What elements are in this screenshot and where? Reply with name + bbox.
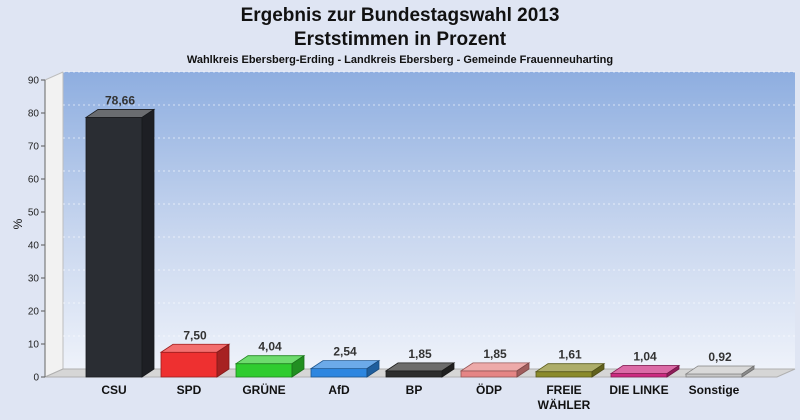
x-tick-label: GRÜNE	[242, 382, 285, 397]
data-label: 7,50	[183, 328, 207, 342]
x-tick-label: FREIE	[546, 383, 581, 397]
y-tick-label: 10	[28, 340, 40, 351]
bar-bp	[385, 370, 443, 378]
y-tick-label: 80	[28, 109, 40, 120]
chart-subtitle: Wahlkreis Ebersberg-Erding - Landkreis E…	[186, 54, 614, 66]
plot-background	[63, 72, 795, 369]
bar-ödp	[460, 370, 518, 378]
x-tick-label: WÄHLER	[538, 397, 591, 412]
bar-side	[666, 364, 680, 378]
bar-side	[291, 354, 305, 378]
bar-grüne	[235, 363, 293, 378]
bar-die-linke	[610, 373, 668, 378]
bar-side	[366, 359, 380, 378]
chart-title-line2: Erststimmen in Prozent	[293, 29, 507, 50]
data-label: 0,92	[708, 350, 732, 364]
data-label: 1,85	[483, 347, 507, 361]
y-axis-label: %	[11, 218, 25, 229]
y-tick-label: 60	[28, 175, 40, 186]
bar-side	[441, 362, 455, 378]
chart-title: Ergebnis zur Bundestagswahl 2013	[240, 5, 560, 26]
bar-freie-wähler	[535, 371, 593, 378]
bar-side	[591, 362, 605, 378]
data-label: 4,04	[258, 340, 282, 354]
bar-side	[216, 343, 230, 378]
x-tick-label: SPD	[177, 383, 202, 397]
x-tick-label: BP	[406, 383, 423, 397]
bar-side	[141, 108, 155, 378]
bar-spd	[160, 351, 218, 378]
data-label: 78,66	[105, 93, 135, 107]
y-tick-label: 90	[28, 76, 40, 87]
y-tick-label: 40	[28, 241, 40, 252]
y-tick-label: 70	[28, 142, 40, 153]
y-tick-label: 30	[28, 274, 40, 285]
data-label: 1,61	[558, 348, 582, 362]
y-tick-label: 20	[28, 307, 40, 318]
bar-csu	[85, 117, 143, 378]
data-label: 2,54	[333, 345, 357, 359]
data-label: 1,85	[408, 347, 432, 361]
x-tick-label: DIE LINKE	[609, 383, 668, 397]
data-label: 1,04	[633, 350, 657, 364]
x-tick-label: CSU	[101, 383, 126, 397]
plot-side-wall	[44, 71, 64, 378]
y-tick-label: 0	[33, 373, 39, 384]
bar-side	[516, 362, 530, 378]
bar-side	[741, 365, 755, 378]
y-tick-label: 50	[28, 208, 40, 219]
x-tick-label: Sonstige	[689, 383, 740, 397]
bar-sonstige	[685, 373, 743, 378]
bar-afd	[310, 368, 368, 378]
x-tick-label: AfD	[328, 383, 350, 397]
x-tick-label: ÖDP	[476, 382, 502, 397]
